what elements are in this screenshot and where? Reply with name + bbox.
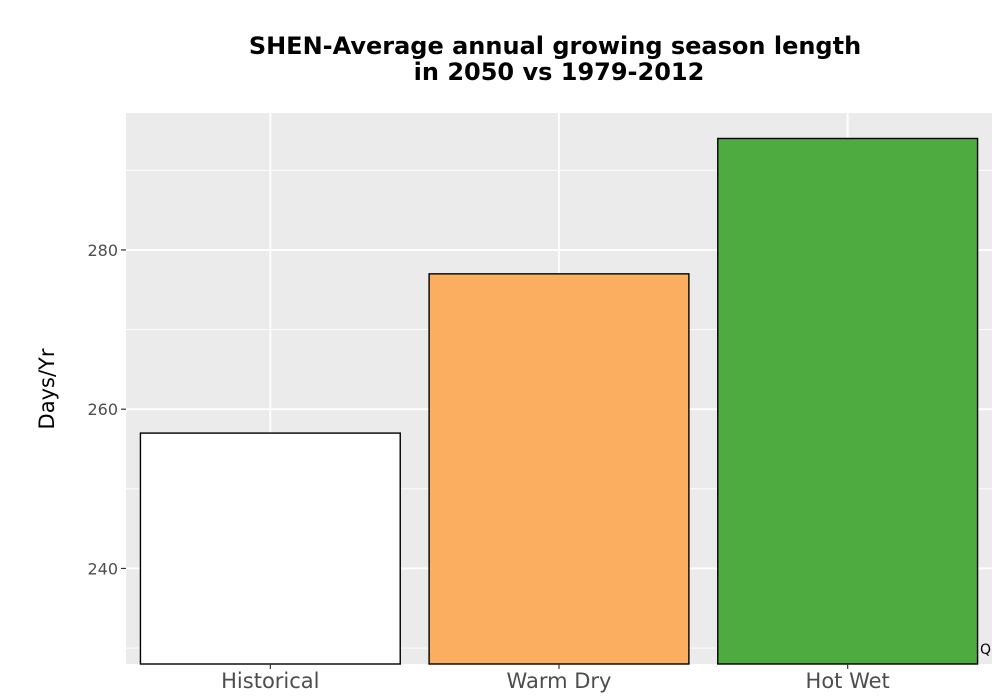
x-tick-label: Warm Dry xyxy=(507,669,612,693)
bar-hot-wet xyxy=(717,137,979,665)
chart-title-line-2: in 2050 vs 1979-2012 xyxy=(414,58,705,86)
y-tick-label: 280 xyxy=(87,241,118,260)
y-tick-label: 240 xyxy=(87,559,118,578)
x-tick-label: Historical xyxy=(221,669,319,693)
bar-historical xyxy=(139,432,401,665)
x-tick-label: Hot Wet xyxy=(806,669,890,693)
chart-title-line-1: SHEN-Average annual growing season lengt… xyxy=(249,32,861,60)
x-axis: Historical Warm Dry Hot Wet xyxy=(221,664,890,693)
y-axis-title: Days/Yr xyxy=(35,348,59,429)
y-tick-label: 260 xyxy=(87,400,118,419)
y-axis: 240 260 280 xyxy=(87,241,126,578)
bars-group xyxy=(139,137,979,665)
corner-mark: Q xyxy=(980,642,991,658)
bar-warm-dry xyxy=(428,273,690,665)
